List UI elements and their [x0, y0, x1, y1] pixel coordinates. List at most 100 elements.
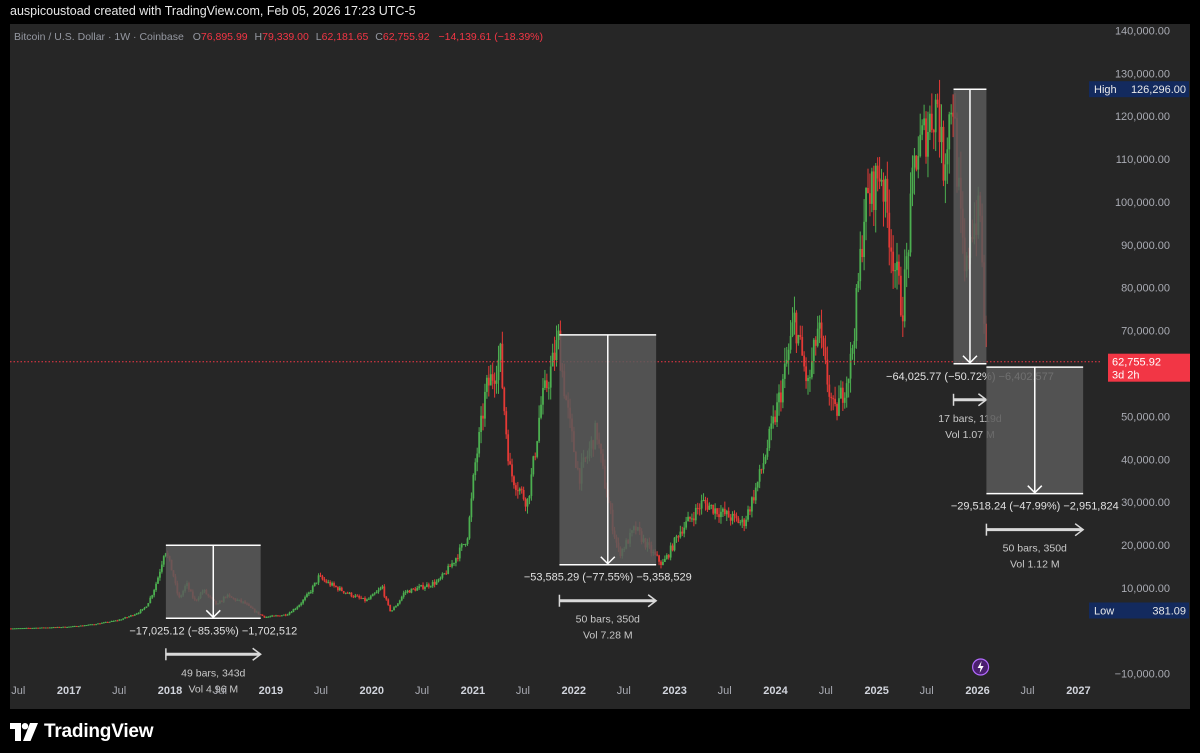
tradingview-brand: TradingView: [44, 721, 154, 742]
candle: [683, 527, 686, 534]
candle: [720, 511, 722, 518]
candle: [685, 521, 688, 528]
x-tick-label: Jul: [1021, 685, 1035, 697]
candle: [277, 615, 279, 617]
candle: [356, 595, 359, 597]
candle: [874, 165, 877, 211]
candle: [404, 592, 407, 594]
candle: [534, 456, 537, 458]
candle: [395, 606, 397, 608]
candle: [499, 343, 502, 360]
candle: [412, 588, 415, 590]
candle: [952, 112, 955, 117]
candle: [56, 626, 59, 628]
candle: [663, 558, 666, 562]
symbol-legend: Bitcoin / U.S. Dollar · 1W · Coinbase O7…: [14, 31, 543, 43]
candle: [843, 397, 846, 403]
x-tick-label: 2023: [662, 685, 686, 697]
candle: [385, 596, 388, 600]
candle: [108, 621, 111, 623]
candle: [472, 475, 475, 499]
x-tick-label: Jul: [415, 685, 429, 697]
candle: [157, 577, 159, 584]
candle: [671, 545, 674, 551]
candle: [735, 515, 738, 519]
measure-range-4: −29,518.24 (−47.99%) −2,951,824 50 bars, …: [951, 366, 1119, 571]
open-value: 76,895.99: [200, 31, 248, 43]
candle: [27, 627, 30, 629]
candle: [909, 193, 912, 253]
range-volume-label: Vol 7.28 M: [583, 630, 633, 642]
candle: [64, 626, 67, 628]
candle: [464, 544, 467, 546]
low-badge: Low 381.09: [1089, 602, 1189, 619]
candle: [85, 625, 88, 627]
candle: [824, 347, 827, 360]
candle: [905, 256, 908, 270]
x-tick-label: 2021: [461, 685, 485, 697]
candle: [870, 171, 873, 204]
candle: [91, 624, 94, 626]
candle: [721, 508, 724, 512]
candle: [741, 519, 744, 523]
y-tick-label: 40,000.00: [1121, 454, 1170, 466]
candle: [360, 597, 363, 599]
x-tick-label: 2025: [864, 685, 888, 697]
candle: [501, 343, 504, 388]
candle: [371, 594, 374, 597]
chart-area[interactable]: −17,025.12 (−85.35%) −1,702,512 49 bars, …: [10, 24, 1190, 709]
candle: [439, 577, 442, 580]
candle: [526, 498, 529, 507]
candle: [505, 411, 508, 435]
candle: [95, 624, 97, 626]
candle: [102, 622, 105, 624]
candle: [826, 359, 829, 385]
x-tick-label: Jul: [516, 685, 530, 697]
candle: [480, 415, 482, 433]
candle: [812, 339, 815, 362]
candle: [940, 126, 943, 143]
candle: [774, 416, 777, 423]
candle: [77, 626, 80, 628]
candle: [131, 615, 134, 617]
candle: [83, 625, 86, 627]
down-arrow-head: [600, 556, 616, 565]
candle: [338, 587, 341, 591]
candle: [801, 336, 804, 356]
candle: [273, 615, 275, 617]
price-chart[interactable]: −17,025.12 (−85.35%) −1,702,512 49 bars, …: [10, 24, 1190, 709]
candle: [278, 615, 281, 617]
close-value: 62,755.92: [382, 31, 430, 43]
x-tick-label: Jul: [920, 685, 934, 697]
candle: [10, 628, 12, 630]
candle: [513, 476, 515, 486]
right-arrow-head: [1074, 523, 1085, 537]
candle: [878, 178, 881, 182]
candle: [816, 328, 819, 346]
candle: [164, 553, 167, 557]
candle: [381, 586, 384, 589]
candle: [375, 591, 378, 594]
candle: [12, 628, 14, 630]
candle: [807, 377, 809, 382]
price-badge-bg: [1108, 353, 1190, 382]
candle: [729, 517, 732, 521]
tradingview-logo[interactable]: TradingView: [10, 721, 154, 743]
candle: [840, 387, 842, 399]
candle: [466, 538, 469, 545]
candle: [366, 599, 368, 602]
candle: [776, 402, 778, 423]
candle: [325, 580, 328, 583]
candle: [658, 555, 660, 562]
candle: [383, 586, 386, 597]
candle: [13, 628, 16, 630]
y-tick-label: 110,000.00: [1116, 154, 1170, 166]
candle: [120, 619, 123, 621]
candle: [377, 589, 380, 592]
candle: [114, 620, 117, 622]
candle: [493, 380, 496, 384]
candle: [126, 617, 128, 619]
candle: [482, 415, 484, 419]
candle: [441, 573, 444, 578]
x-tick-label: 2020: [360, 685, 384, 697]
